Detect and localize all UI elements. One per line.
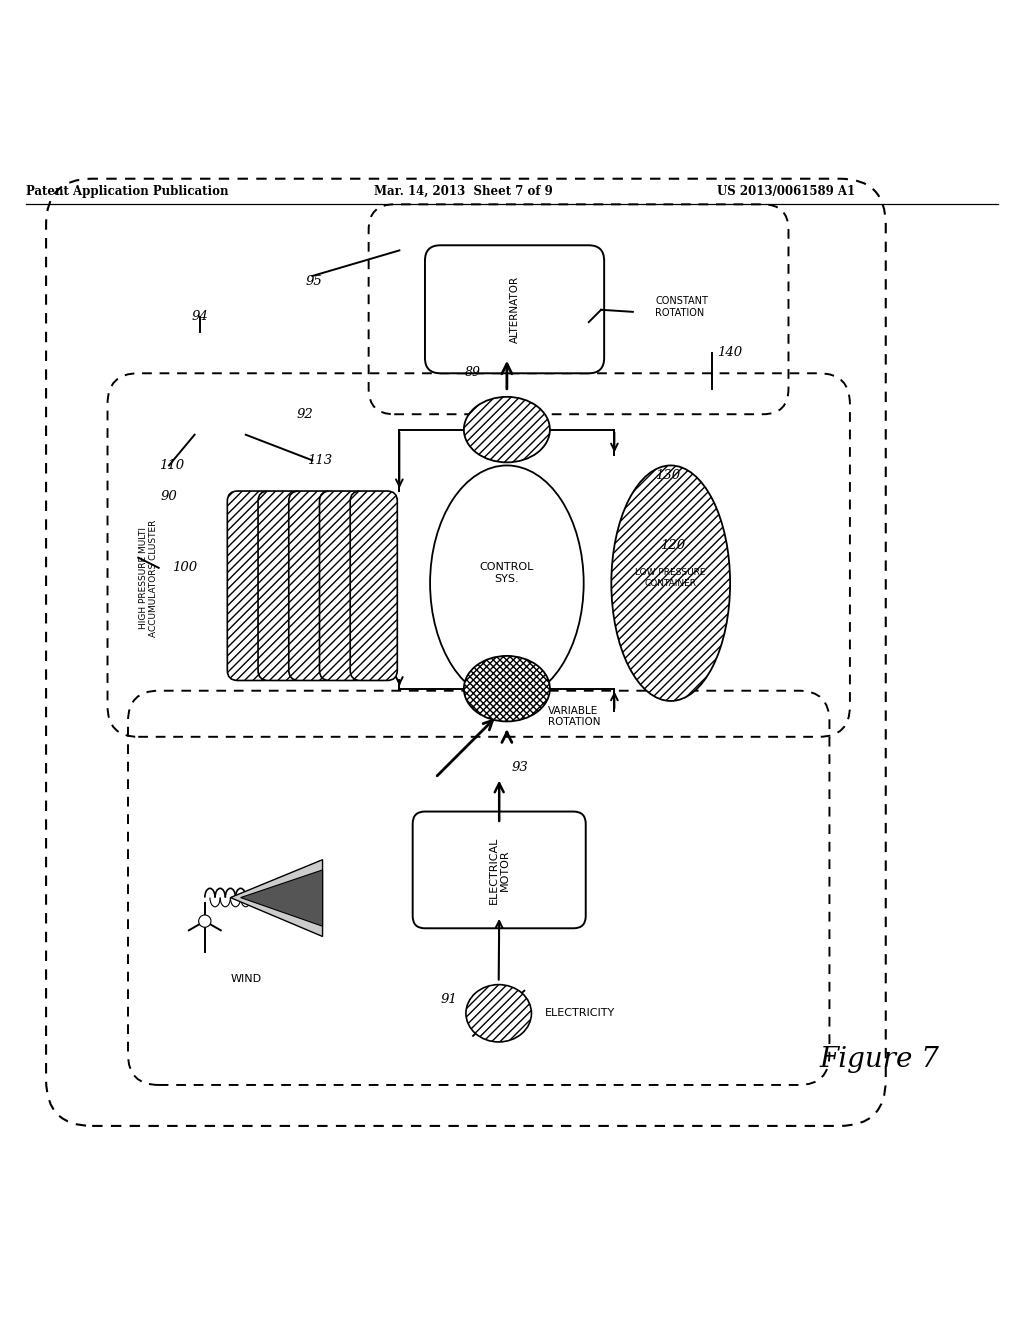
Text: LOW PRESSURE
CONTAINER: LOW PRESSURE CONTAINER [636,569,706,587]
FancyBboxPatch shape [289,491,336,681]
Text: 120: 120 [660,539,686,552]
Ellipse shape [611,466,730,701]
Text: HIGH PRESSURE MULTI
ACCUMULATORS CLUSTER: HIGH PRESSURE MULTI ACCUMULATORS CLUSTER [139,519,158,636]
Text: 94: 94 [191,310,208,323]
Text: ALTERNATOR: ALTERNATOR [510,276,519,343]
Ellipse shape [464,397,550,462]
Ellipse shape [464,656,550,722]
Polygon shape [230,859,323,936]
FancyBboxPatch shape [227,491,274,681]
Text: 93: 93 [512,762,528,774]
FancyBboxPatch shape [425,246,604,374]
Text: Figure 7: Figure 7 [819,1045,939,1073]
Text: ELECTRICAL
MOTOR: ELECTRICAL MOTOR [488,837,510,904]
Text: Patent Application Publication: Patent Application Publication [26,185,228,198]
Text: 130: 130 [655,469,681,482]
Text: 113: 113 [307,454,333,467]
Text: VARIABLE
ROTATION: VARIABLE ROTATION [548,705,600,727]
Text: US 2013/0061589 A1: US 2013/0061589 A1 [717,185,855,198]
Text: 140: 140 [717,346,742,359]
FancyBboxPatch shape [258,491,305,681]
Text: WIND: WIND [230,974,261,985]
FancyBboxPatch shape [413,812,586,928]
FancyBboxPatch shape [350,491,397,681]
Text: Mar. 14, 2013  Sheet 7 of 9: Mar. 14, 2013 Sheet 7 of 9 [374,185,553,198]
Text: 100: 100 [172,561,198,574]
Text: 91: 91 [440,994,457,1006]
Text: CONTROL
SYS.: CONTROL SYS. [479,562,535,583]
Text: 110: 110 [159,459,184,473]
Circle shape [199,915,211,927]
Text: 95: 95 [305,275,322,288]
Text: ELECTRICITY: ELECTRICITY [545,1008,615,1018]
Ellipse shape [430,466,584,701]
Text: 92: 92 [297,408,313,421]
Text: 89: 89 [465,366,481,379]
Ellipse shape [466,985,531,1041]
Text: 90: 90 [161,490,177,503]
FancyBboxPatch shape [319,491,367,681]
Text: CONSTANT
ROTATION: CONSTANT ROTATION [655,296,709,318]
Polygon shape [241,870,323,927]
